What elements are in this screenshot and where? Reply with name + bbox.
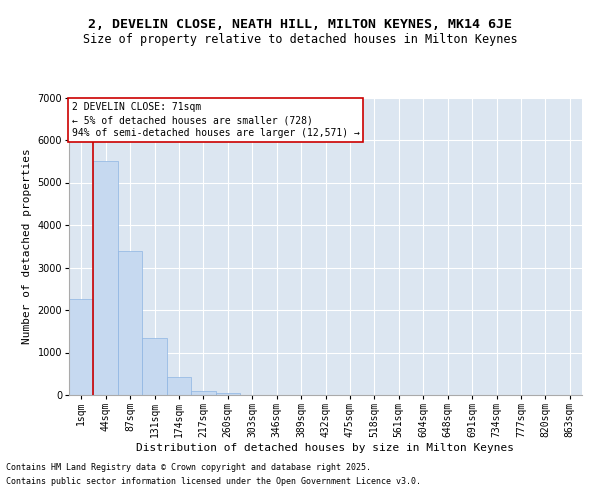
Bar bbox=[142, 338, 167, 395]
Text: 2 DEVELIN CLOSE: 71sqm
← 5% of detached houses are smaller (728)
94% of semi-det: 2 DEVELIN CLOSE: 71sqm ← 5% of detached … bbox=[71, 102, 359, 139]
Text: Contains HM Land Registry data © Crown copyright and database right 2025.: Contains HM Land Registry data © Crown c… bbox=[6, 462, 371, 471]
Y-axis label: Number of detached properties: Number of detached properties bbox=[22, 148, 32, 344]
Text: 2, DEVELIN CLOSE, NEATH HILL, MILTON KEYNES, MK14 6JE: 2, DEVELIN CLOSE, NEATH HILL, MILTON KEY… bbox=[88, 18, 512, 30]
Text: Size of property relative to detached houses in Milton Keynes: Size of property relative to detached ho… bbox=[83, 32, 517, 46]
Bar bbox=[69, 298, 94, 395]
Bar bbox=[167, 377, 191, 395]
Bar bbox=[191, 391, 215, 395]
Bar bbox=[215, 393, 240, 395]
Text: Contains public sector information licensed under the Open Government Licence v3: Contains public sector information licen… bbox=[6, 478, 421, 486]
X-axis label: Distribution of detached houses by size in Milton Keynes: Distribution of detached houses by size … bbox=[137, 443, 515, 453]
Bar bbox=[118, 250, 142, 395]
Bar bbox=[94, 161, 118, 395]
